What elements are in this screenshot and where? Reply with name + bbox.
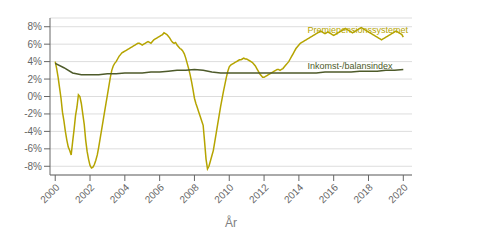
- svg-text:2014: 2014: [282, 181, 306, 205]
- svg-text:Inkomst-/balansindex: Inkomst-/balansindex: [308, 61, 394, 71]
- svg-text:2020: 2020: [386, 181, 410, 205]
- svg-text:-8%: -8%: [24, 161, 42, 172]
- svg-text:År: År: [225, 215, 237, 230]
- svg-text:0%: 0%: [28, 91, 43, 102]
- svg-text:2006: 2006: [143, 181, 167, 205]
- svg-text:2000: 2000: [38, 181, 62, 205]
- svg-text:8%: 8%: [28, 21, 43, 32]
- svg-text:2008: 2008: [177, 181, 201, 205]
- svg-text:Premiepensionssystemet: Premiepensionssystemet: [308, 25, 409, 35]
- svg-text:-2%: -2%: [24, 108, 42, 119]
- svg-text:4%: 4%: [28, 56, 43, 67]
- svg-text:2016: 2016: [317, 181, 341, 205]
- svg-text:2004: 2004: [108, 181, 132, 205]
- svg-text:2010: 2010: [212, 181, 236, 205]
- svg-text:6%: 6%: [28, 39, 43, 50]
- svg-text:-6%: -6%: [24, 143, 42, 154]
- svg-text:2%: 2%: [28, 74, 43, 85]
- svg-text:2002: 2002: [73, 181, 97, 205]
- svg-text:2018: 2018: [351, 181, 375, 205]
- svg-text:-4%: -4%: [24, 126, 42, 137]
- svg-text:2012: 2012: [247, 181, 271, 205]
